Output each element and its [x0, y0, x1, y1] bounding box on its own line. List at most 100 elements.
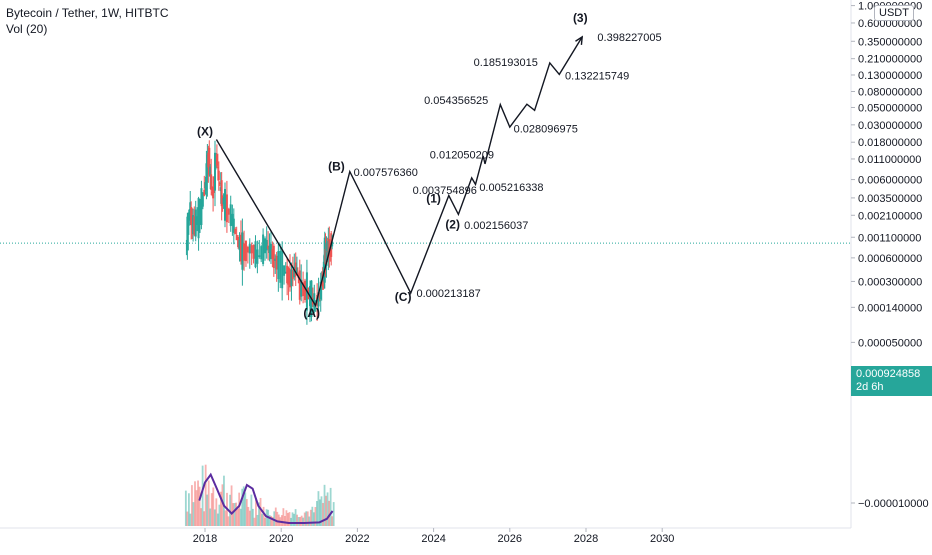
volume-bar: [253, 517, 256, 526]
candle-body: [319, 281, 322, 299]
volume-bar: [322, 502, 324, 526]
volume-bar: [274, 507, 277, 526]
volume-bar: [198, 486, 201, 526]
candle-body: [197, 198, 200, 239]
volume-bar: [189, 513, 192, 526]
candle-body: [272, 245, 275, 269]
candle-body: [271, 249, 274, 259]
volume-bar: [317, 491, 320, 526]
wave-label: (1): [426, 192, 441, 206]
last-price-tag: 0.000924858 2d 6h: [851, 366, 932, 396]
volume-bar: [297, 517, 300, 526]
volume-bar: [213, 509, 216, 526]
volume-bar: [255, 498, 257, 526]
volume-bar: [285, 510, 288, 526]
volume-layer: [184, 464, 335, 526]
y-tick-label: 0.000140000: [858, 302, 922, 314]
volume-bar: [194, 481, 196, 526]
y-tick-label: 0.030000000: [858, 120, 922, 132]
price-target-label: 0.398227005: [597, 32, 661, 44]
volume-bar: [209, 508, 212, 526]
candle-body: [220, 180, 223, 207]
volume-indicator-label[interactable]: Vol (20): [6, 22, 48, 36]
volume-bar: [312, 512, 315, 526]
volume-bar: [220, 491, 222, 526]
volume-bar: [277, 514, 280, 526]
volume-bar: [293, 513, 295, 526]
candle-body: [234, 228, 237, 235]
volume-bar: [261, 513, 263, 526]
candle-body: [201, 192, 204, 207]
price-target-label: 0.185193015: [474, 57, 538, 69]
volume-bar: [230, 485, 233, 526]
candle-body: [295, 267, 298, 273]
candle-body: [224, 188, 227, 221]
wave-label: (X): [197, 124, 213, 138]
volume-bar: [227, 516, 230, 526]
volume-bar: [256, 514, 259, 526]
y-tick-label: 0.000600000: [858, 253, 922, 265]
candle-body: [265, 239, 268, 251]
volume-bar: [197, 480, 199, 526]
candle-body: [293, 266, 296, 278]
volume-bar: [296, 514, 299, 526]
candle-body: [239, 234, 242, 262]
y-tick-label: −0.000010000: [858, 498, 929, 510]
price-layer: [185, 140, 334, 325]
volume-bar: [331, 516, 334, 526]
candle-body: [244, 240, 247, 262]
candle-body: [279, 251, 282, 283]
candle-body: [227, 208, 230, 215]
volume-bar: [323, 484, 326, 526]
x-tick-label: 2018: [193, 533, 217, 545]
candle-body: [221, 196, 224, 198]
volume-bar: [265, 509, 268, 526]
candle-body: [268, 245, 271, 254]
price-target-label: 0.000213187: [416, 288, 480, 300]
volume-bar: [203, 511, 206, 526]
volume-bar: [216, 513, 219, 526]
volume-bar: [191, 485, 193, 526]
volume-bar: [221, 484, 224, 526]
volume-bar: [326, 492, 329, 526]
symbol-title[interactable]: Bytecoin / Tether, 1W, HITBTC: [6, 6, 169, 20]
candle-body: [269, 244, 272, 260]
candle-body: [209, 166, 212, 177]
wave-projection-line: [215, 36, 583, 308]
candle-body: [215, 154, 218, 166]
volume-bar: [229, 494, 231, 526]
candle-body: [289, 269, 292, 288]
candle-body: [252, 244, 255, 259]
candle-body: [235, 235, 238, 241]
axis-layer: 1.0000000000.6000000000.3500000000.21000…: [0, 0, 929, 545]
volume-bar: [247, 506, 250, 526]
x-tick-label: 2022: [345, 533, 369, 545]
volume-bar: [236, 508, 239, 526]
candle-body: [198, 208, 201, 219]
x-tick-label: 2028: [574, 533, 598, 545]
volume-bar: [268, 515, 271, 526]
wave-label: (A): [303, 306, 320, 320]
candle-body: [256, 249, 259, 264]
candle-body: [214, 152, 217, 191]
price-target-label: 0.002156037: [464, 220, 528, 232]
wave-arrow-head: [575, 35, 584, 45]
candle-body: [248, 243, 251, 254]
x-tick-label: 2024: [421, 533, 445, 545]
candle-body: [231, 213, 234, 226]
volume-bar: [311, 506, 314, 526]
volume-bar: [258, 502, 260, 526]
candle-body: [331, 241, 334, 247]
candle-body: [284, 271, 287, 274]
candle-body: [246, 246, 249, 253]
candle-body: [232, 218, 235, 233]
volume-bar: [280, 515, 283, 526]
candle-body: [281, 249, 284, 289]
y-tick-label: 0.130000000: [858, 70, 922, 82]
price-unit-badge[interactable]: USDT: [874, 5, 914, 21]
candle-body: [325, 242, 328, 266]
wave-label: (2): [445, 217, 460, 231]
volume-bar: [204, 464, 207, 526]
candle-body: [262, 234, 265, 264]
